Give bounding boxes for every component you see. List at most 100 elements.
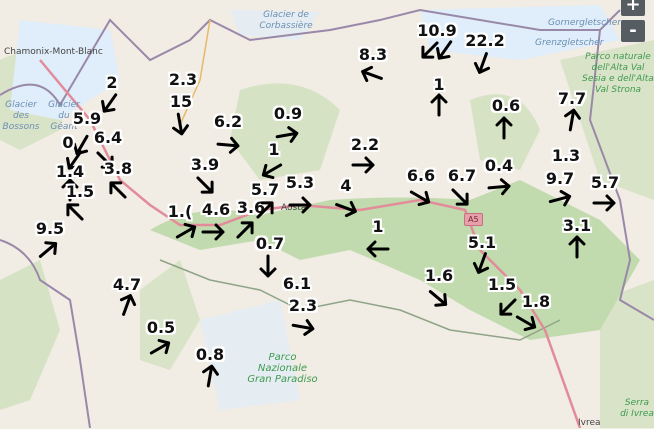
wind-arrow-icon[interactable] [30, 232, 67, 269]
wind-arrow-icon[interactable] [87, 142, 124, 179]
wind-arrow-icon[interactable] [288, 312, 318, 342]
wind-speed-label[interactable]: 1.( [167, 202, 193, 221]
wind-speed-label[interactable]: 1.3 [551, 146, 581, 165]
wind-arrow-icon[interactable] [255, 253, 281, 279]
wind-speed-label[interactable]: 5.3 [285, 173, 315, 192]
wind-arrow-icon[interactable] [420, 280, 457, 317]
wind-speed-label[interactable]: 2 [106, 73, 118, 92]
wind-arrow-icon[interactable] [402, 179, 438, 215]
wind-speed-label[interactable]: 0.4 [484, 156, 514, 175]
wind-speed-label[interactable]: 6.4 [93, 128, 123, 147]
wind-arrow-icon[interactable] [442, 179, 479, 216]
wind-speed-label[interactable]: 3.8 [103, 159, 133, 178]
wind-speed-label[interactable]: 1.8 [521, 292, 551, 311]
wind-speed-label[interactable]: 6.7 [447, 166, 477, 185]
wind-arrow-icon[interactable] [272, 120, 302, 150]
wind-arrow-icon[interactable] [110, 288, 143, 321]
wind-speed-label[interactable]: 4.6 [201, 200, 231, 219]
wind-speed-label[interactable]: 15 [169, 92, 193, 111]
wind-speed-label[interactable]: 5.9 [72, 109, 102, 128]
wind-speed-label[interactable]: 2.3 [168, 70, 198, 89]
wind-arrow-icon[interactable] [544, 183, 576, 215]
wind-arrow-icon[interactable] [92, 85, 128, 121]
wind-arrow-icon[interactable] [355, 58, 388, 91]
wind-speed-label[interactable]: 5.1 [467, 233, 497, 252]
wind-speed-label[interactable]: 0.6 [491, 96, 521, 115]
wind-arrow-icon[interactable] [412, 32, 449, 69]
wind-speed-label[interactable]: 0.5 [146, 318, 176, 337]
place-label-gornergletscher: Gornergletscher [548, 18, 621, 28]
wind-arrow-icon[interactable] [195, 361, 225, 391]
wind-arrow-icon[interactable] [57, 142, 93, 178]
wind-speed-label[interactable]: 1 [372, 217, 384, 236]
wind-arrow-icon[interactable] [247, 192, 284, 229]
wind-arrow-icon[interactable] [329, 191, 362, 224]
wind-arrow-icon[interactable] [485, 173, 513, 201]
wind-speed-label[interactable]: 5.7 [250, 180, 280, 199]
wind-speed-label[interactable]: 6.2 [213, 112, 243, 131]
wind-arrow-icon[interactable] [57, 177, 83, 203]
wind-speed-label[interactable]: 9.7 [545, 169, 575, 188]
wind-arrow-icon[interactable] [64, 127, 100, 163]
wind-speed-label[interactable]: 6.1 [282, 274, 312, 293]
wind-arrow-icon[interactable] [564, 234, 590, 260]
wind-speed-label[interactable]: 9.5 [35, 219, 65, 238]
wind-speed-label[interactable]: 1.5 [65, 182, 95, 201]
wind-arrow-icon[interactable] [142, 330, 178, 366]
zoom-in-button[interactable]: + [621, 0, 645, 16]
forest-areas [0, 40, 654, 428]
wind-speed-label[interactable]: 0 [62, 133, 74, 152]
wind-speed-label[interactable]: 2.2 [350, 135, 380, 154]
wind-speed-label[interactable]: 4.7 [112, 275, 142, 294]
place-label-ivrea: Ivrea [578, 418, 601, 428]
wind-arrow-icon[interactable] [168, 214, 204, 250]
wind-arrow-icon[interactable] [490, 289, 527, 326]
place-label-glacier-de-corbassiere: Glacier de Corbassière [259, 10, 313, 31]
wind-speed-label[interactable]: 10.9 [417, 21, 457, 40]
wind-arrow-icon[interactable] [57, 194, 94, 231]
wind-speed-label[interactable]: 1 [433, 75, 445, 94]
wind-arrow-icon[interactable] [365, 236, 391, 262]
wind-arrow-icon[interactable] [491, 115, 517, 141]
wind-speed-label[interactable]: 1.4 [55, 162, 85, 181]
zoom-out-button[interactable]: - [621, 20, 645, 42]
wind-arrow-icon[interactable] [214, 131, 242, 159]
wind-speed-label[interactable]: 3.1 [562, 216, 592, 235]
wind-speed-label[interactable]: 0.9 [273, 104, 303, 123]
wind-speed-label[interactable]: 6.6 [406, 166, 436, 185]
wind-speed-label[interactable]: 0.7 [255, 234, 285, 253]
wind-speed-label[interactable]: 4 [340, 176, 352, 195]
wind-arrow-icon[interactable] [591, 190, 617, 216]
wind-speed-label[interactable]: 1 [268, 140, 280, 159]
wind-arrow-icon[interactable] [557, 105, 587, 135]
wind-arrow-icon[interactable] [187, 167, 224, 204]
road-shield-a5: A5 [464, 213, 483, 226]
place-label-grenzgletscher: Grenzgletscher [535, 38, 604, 48]
place-label-aosta: Aosta [281, 203, 307, 213]
wind-arrow-icon[interactable] [427, 32, 463, 68]
wind-speed-label[interactable]: 0.8 [195, 345, 225, 364]
wind-speed-label[interactable]: 22.2 [465, 31, 505, 50]
wind-speed-label[interactable]: 3.6 [236, 198, 266, 217]
wind-speed-label[interactable]: 3.9 [190, 155, 220, 174]
wind-arrow-icon[interactable] [465, 246, 498, 279]
wind-speed-label[interactable]: 5.7 [590, 173, 620, 192]
wind-speed-label[interactable]: 7.7 [557, 89, 587, 108]
wind-arrow-icon[interactable] [100, 172, 137, 209]
wind-speed-label[interactable]: 1.5 [487, 275, 517, 294]
wind-arrow-icon[interactable] [350, 152, 376, 178]
wind-arrow-icon[interactable] [426, 92, 452, 118]
wind-arrow-icon[interactable] [466, 46, 499, 79]
place-label-serra-di-ivrea: Serra di Ivrea [620, 398, 654, 419]
wind-arrow-icon[interactable] [287, 192, 313, 218]
wind-speed-label[interactable]: 2.3 [288, 296, 318, 315]
glacier-areas [10, 5, 620, 410]
wind-speed-label[interactable]: 1.6 [424, 266, 454, 285]
wind-arrow-icon[interactable] [254, 152, 290, 188]
wind-arrow-icon[interactable] [508, 304, 544, 340]
wind-arrow-icon[interactable] [227, 212, 264, 249]
wind-arrow-icon[interactable] [165, 109, 195, 139]
wind-speed-label[interactable]: 8.3 [358, 45, 388, 64]
wind-arrow-icon[interactable] [200, 219, 226, 245]
